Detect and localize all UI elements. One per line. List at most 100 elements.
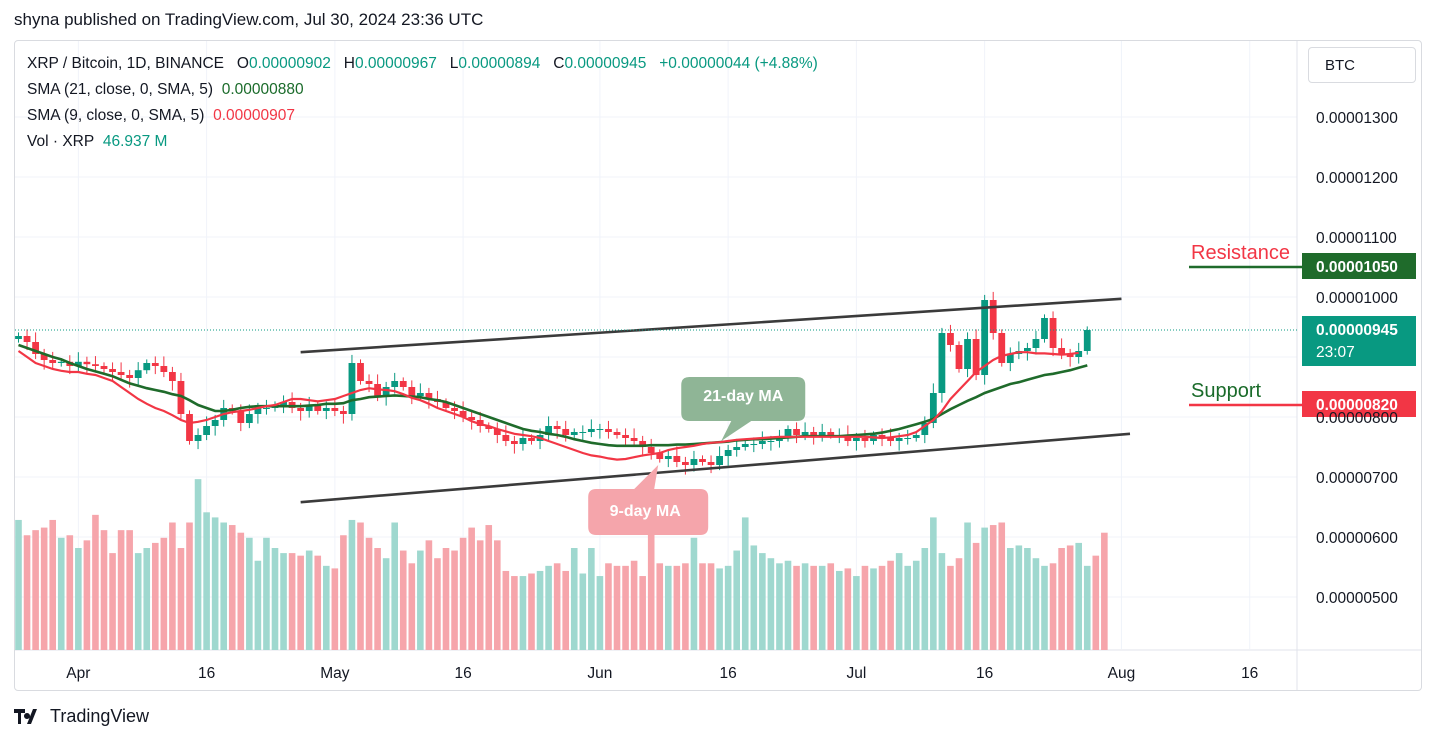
volume-bar — [553, 563, 561, 650]
candle-body — [673, 456, 681, 462]
candle-body — [143, 363, 151, 371]
candle-body — [357, 363, 364, 381]
candle-body — [981, 300, 989, 375]
sma9-legend[interactable]: SMA (9, close, 0, SMA, 5) 0.00000907 — [27, 107, 295, 125]
candle-body — [92, 364, 99, 366]
volume-bar — [1049, 563, 1057, 650]
volume-bar — [947, 565, 954, 650]
ma9-callout-bubble — [588, 465, 709, 535]
sma21-legend[interactable]: SMA (21, close, 0, SMA, 5) 0.00000880 — [27, 81, 304, 99]
legend-open: 0.00000902 — [248, 55, 331, 72]
candle-body — [211, 420, 219, 426]
ma21-callout-bubble — [681, 377, 806, 441]
volume-bar — [468, 527, 475, 650]
volume-bar — [588, 548, 595, 650]
volume-bar — [810, 565, 817, 650]
candle-body — [579, 432, 587, 433]
candle-body — [160, 366, 168, 372]
volume-bar — [707, 563, 715, 650]
candle-body — [878, 435, 886, 438]
candle-body — [425, 393, 433, 399]
legend-high: 0.00000967 — [354, 55, 437, 72]
volume-bar — [365, 537, 373, 650]
volume-bar — [399, 550, 407, 650]
volume-bar — [989, 525, 997, 650]
sma9-line — [17, 350, 1079, 461]
sma9-label: SMA (9, close, 0, SMA, 5) — [27, 107, 205, 124]
candle-body — [126, 375, 134, 378]
candle-body — [49, 360, 57, 363]
volume-bar — [613, 565, 621, 650]
candle-body — [476, 420, 484, 426]
currency-button[interactable]: BTC — [1308, 47, 1416, 83]
volume-bar — [177, 548, 185, 650]
legend-symbol[interactable]: XRP / Bitcoin, 1D, BINANCE — [27, 55, 224, 72]
candle-body — [408, 387, 416, 396]
volume-bar — [459, 537, 467, 650]
candle-body — [263, 408, 270, 409]
volume-bar — [271, 548, 279, 650]
footer-brand[interactable]: TradingView — [14, 706, 149, 727]
candle-body — [100, 366, 108, 369]
volume-bar — [160, 537, 168, 650]
candle-body — [818, 432, 826, 435]
volume-bar — [844, 568, 852, 650]
volume-bar — [818, 565, 826, 650]
volume-bar — [348, 519, 356, 650]
volume-bar — [1041, 565, 1048, 650]
volume-bar — [83, 540, 91, 650]
volume-bar — [1015, 545, 1023, 650]
volume-bar — [323, 565, 330, 650]
candle-body — [989, 300, 997, 333]
volume-bar — [220, 522, 227, 650]
candle-body — [998, 333, 1006, 363]
candle-body — [57, 361, 65, 363]
volume-bar — [117, 530, 125, 650]
volume-legend[interactable]: Vol · XRP 46.937 M — [27, 133, 167, 151]
volume-bar — [203, 512, 210, 650]
volume-bar — [1101, 532, 1108, 650]
sma21-line — [18, 343, 1088, 448]
volume-bar — [724, 565, 732, 650]
volume-bar — [699, 563, 706, 650]
candle-body — [793, 429, 800, 435]
support-price-text: 0.00000820 — [1316, 397, 1398, 414]
volume-bar — [630, 560, 638, 650]
volume-bar — [1092, 555, 1100, 650]
volume-bar — [639, 576, 646, 650]
volume-bar — [340, 535, 347, 650]
candle-body — [750, 444, 758, 445]
volume-value: 46.937 M — [102, 133, 168, 150]
candle-body — [707, 462, 715, 465]
volume-bar — [767, 558, 775, 650]
candle-body — [801, 432, 809, 435]
volume-bar — [776, 563, 783, 650]
candle-body — [724, 450, 732, 456]
volume-bar — [254, 560, 262, 650]
candle-body — [254, 408, 262, 414]
volume-bar — [152, 542, 159, 650]
volume-bar — [921, 548, 929, 650]
candle-body — [784, 429, 792, 438]
candle-body — [194, 435, 202, 441]
volume-bar — [733, 550, 740, 650]
candle-body — [297, 408, 305, 411]
candle-body — [1083, 330, 1091, 351]
volume-bar — [374, 548, 381, 650]
volume-bar — [716, 568, 723, 650]
candle-body — [622, 435, 629, 438]
volume-bar — [494, 540, 501, 650]
candle-body — [716, 456, 723, 465]
volume-bar — [425, 540, 433, 650]
volume-bar — [75, 548, 82, 650]
y-tick-label: 0.00000700 — [1316, 470, 1398, 487]
trendline — [300, 297, 1122, 354]
ohlc-legend: XRP / Bitcoin, 1D, BINANCE O0.00000902 H… — [27, 55, 818, 73]
candle-body — [964, 339, 971, 369]
candle-body — [74, 361, 82, 366]
candle-body — [596, 429, 604, 430]
volume-bar — [665, 565, 672, 650]
candle-body — [947, 333, 954, 345]
volume-bar — [263, 537, 270, 650]
